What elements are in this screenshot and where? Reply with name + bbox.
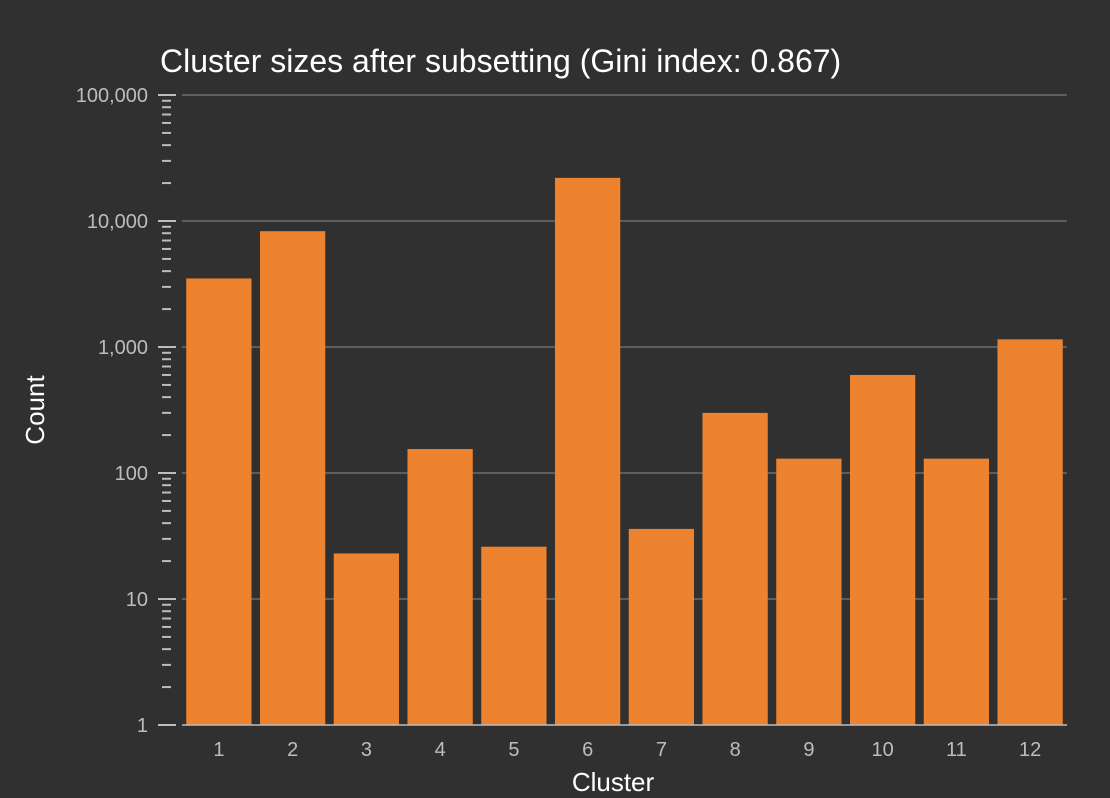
y-tick-label: 100 xyxy=(115,463,148,485)
bar-cluster-3 xyxy=(333,553,400,725)
bar-cluster-10 xyxy=(849,374,916,725)
bar-cluster-1 xyxy=(186,278,252,725)
x-axis: 1 2 3 4 5 6 7 8 9 10 11 12 xyxy=(182,724,1067,761)
y-axis-title: Count xyxy=(20,375,50,445)
y-tick-label: 100,000 xyxy=(76,85,148,107)
y-tick-label: 10,000 xyxy=(87,211,148,233)
x-axis-title: Cluster xyxy=(572,767,655,797)
y-tick-label: 1 xyxy=(137,715,148,737)
y-axis: 1 10 100 1,000 10,000 100,000 xyxy=(76,85,176,737)
bars xyxy=(186,177,1063,725)
x-tick-label: 11 xyxy=(946,739,967,761)
bar-cluster-7 xyxy=(628,528,695,725)
x-tick-label: 9 xyxy=(803,739,814,761)
bar-cluster-12 xyxy=(997,339,1063,725)
bar-cluster-6 xyxy=(554,177,621,725)
x-tick-label: 10 xyxy=(872,739,894,761)
chart-title: Cluster sizes after subsetting (Gini ind… xyxy=(160,43,841,79)
gridlines xyxy=(182,94,1067,600)
x-tick-label: 1 xyxy=(213,739,224,761)
bar-cluster-8 xyxy=(702,412,768,725)
bar-cluster-5 xyxy=(481,546,547,725)
x-tick-label: 6 xyxy=(582,739,593,761)
x-tick-label: 8 xyxy=(730,739,741,761)
x-tick-label: 3 xyxy=(361,739,372,761)
y-tick-label: 1,000 xyxy=(98,337,148,359)
x-tick-label: 12 xyxy=(1019,739,1041,761)
bar-cluster-9 xyxy=(776,458,842,725)
y-tick-label: 10 xyxy=(126,589,148,611)
x-tick-label: 7 xyxy=(656,739,667,761)
bar-cluster-4 xyxy=(407,449,473,725)
x-tick-label: 5 xyxy=(508,739,519,761)
bar-cluster-11 xyxy=(923,458,990,725)
x-tick-label: 2 xyxy=(287,739,298,761)
x-tick-label: 4 xyxy=(435,739,446,761)
bar-cluster-2 xyxy=(259,231,326,725)
